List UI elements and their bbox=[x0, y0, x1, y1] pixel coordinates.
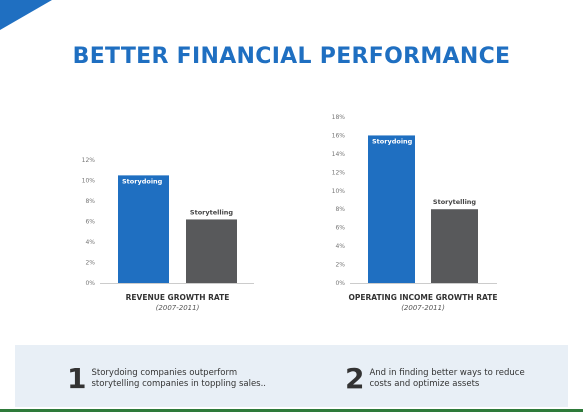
y-tick-label: 0% bbox=[85, 280, 95, 287]
y-tick-label: 16% bbox=[332, 132, 346, 139]
bar-storydoing bbox=[368, 135, 415, 283]
y-tick-label: 0% bbox=[335, 280, 345, 287]
charts-area: 0% 2% 4% 6% 8% 10% 12% Storydoing Storytelling RE… bbox=[82, 114, 498, 312]
point-line: storytelling companies in toppling sales… bbox=[91, 379, 267, 389]
point-number: 2 bbox=[345, 362, 365, 395]
x-axis-subcaption: (2007-2011) bbox=[156, 304, 200, 312]
bar-storytelling bbox=[431, 209, 478, 283]
footer-panel: 1 Storydoing companies outperform storyt… bbox=[15, 345, 568, 407]
point-line: Storydoing companies outperform bbox=[91, 368, 238, 378]
y-tick-label: 10% bbox=[82, 178, 96, 185]
footer-point-2: 2 And in finding better ways to reduce c… bbox=[345, 365, 525, 393]
page-title: BETTER FINANCIAL PERFORMANCE bbox=[72, 44, 511, 69]
x-axis-caption: OPERATING INCOME GROWTH RATE bbox=[349, 293, 498, 302]
point-text: And in finding better ways to reduce cos… bbox=[369, 368, 524, 390]
y-tick-label: 10% bbox=[332, 188, 346, 195]
point-line: And in finding better ways to reduce bbox=[369, 368, 525, 378]
y-tick-label: 14% bbox=[332, 151, 346, 158]
bottom-rule bbox=[0, 409, 583, 412]
bar-storydoing bbox=[118, 175, 169, 283]
y-tick-label: 12% bbox=[332, 169, 346, 176]
operating-income-chart: 0% 2% 4% 6% 8% 10% 12% 14% 16% 18% Storydoing Story… bbox=[332, 114, 498, 312]
y-tick-label: 6% bbox=[85, 219, 95, 226]
y-tick-label: 4% bbox=[85, 239, 95, 246]
corner-accent bbox=[0, 0, 52, 30]
bar-storytelling bbox=[186, 219, 237, 283]
revenue-growth-chart: 0% 2% 4% 6% 8% 10% 12% Storydoing Storytelling RE… bbox=[82, 157, 254, 312]
y-tick-label: 8% bbox=[335, 206, 345, 213]
footer-point-1: 1 Storydoing companies outperform storyt… bbox=[67, 365, 266, 393]
bar-label: Storydoing bbox=[122, 177, 163, 185]
point-number: 1 bbox=[67, 362, 87, 395]
point-line: costs and optimize assets bbox=[369, 379, 480, 389]
x-axis-caption: REVENUE GROWTH RATE bbox=[126, 293, 230, 302]
bar-label: Storytelling bbox=[190, 208, 234, 216]
y-tick-label: 2% bbox=[335, 262, 345, 269]
y-tick-label: 12% bbox=[82, 157, 96, 164]
y-tick-label: 8% bbox=[85, 198, 95, 205]
point-text: Storydoing companies outperform storytel… bbox=[91, 368, 266, 390]
y-tick-label: 4% bbox=[335, 243, 345, 250]
y-tick-label: 18% bbox=[332, 114, 346, 121]
y-tick-label: 6% bbox=[335, 225, 345, 232]
bar-label: Storytelling bbox=[433, 198, 477, 206]
x-axis-subcaption: (2007-2011) bbox=[401, 304, 445, 312]
bar-label: Storydoing bbox=[372, 137, 413, 145]
y-tick-label: 2% bbox=[85, 260, 95, 267]
